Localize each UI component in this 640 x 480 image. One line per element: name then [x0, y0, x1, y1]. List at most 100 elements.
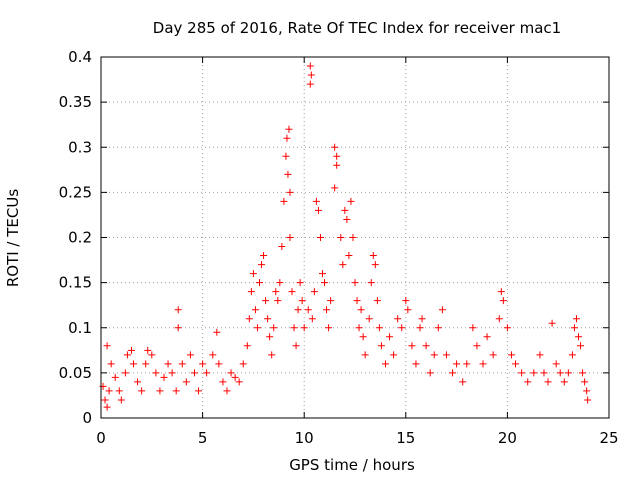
- data-point: [347, 197, 355, 205]
- grid-layer: [101, 57, 609, 418]
- data-point: [270, 324, 278, 332]
- data-point: [300, 324, 308, 332]
- data-point: [365, 315, 373, 323]
- data-point: [503, 324, 511, 332]
- chart-title: Day 285 of 2016, Rate Of TEC Index for r…: [153, 19, 561, 37]
- data-point: [283, 134, 291, 142]
- data-point: [243, 342, 251, 350]
- data-point: [284, 170, 292, 178]
- data-point: [331, 184, 339, 192]
- data-point: [321, 279, 329, 287]
- data-point: [323, 306, 331, 314]
- data-point: [107, 360, 115, 368]
- data-point: [111, 373, 119, 381]
- data-point: [286, 234, 294, 241]
- data-point: [325, 324, 333, 332]
- x-tick-label: 10: [295, 429, 314, 447]
- data-point: [333, 161, 341, 169]
- data-point: [164, 360, 172, 368]
- data-point: [258, 261, 266, 269]
- data-point: [416, 324, 424, 332]
- data-point: [331, 143, 339, 151]
- data-point: [272, 288, 280, 296]
- data-point: [312, 197, 320, 205]
- data-point: [117, 396, 125, 404]
- data-point: [394, 315, 402, 323]
- points-layer: [99, 62, 592, 411]
- data-point: [174, 324, 182, 332]
- data-point: [101, 396, 109, 404]
- data-point: [353, 297, 361, 305]
- data-point: [286, 188, 294, 196]
- data-point: [203, 369, 211, 377]
- data-point: [308, 315, 316, 323]
- data-point: [288, 288, 296, 296]
- data-point: [134, 378, 142, 386]
- data-point: [373, 297, 381, 305]
- x-tick-label: 5: [198, 429, 208, 447]
- data-point: [473, 342, 481, 350]
- data-point: [186, 351, 194, 359]
- axes-layer: 0 5 10 15 20 25 0 0.05 0.1 0.15 0.2 0.25 0.3 0.35 0.4: [59, 48, 619, 447]
- y-tick-label: 0.4: [68, 48, 92, 66]
- data-point: [408, 342, 416, 350]
- data-point: [367, 279, 375, 287]
- data-point: [572, 315, 580, 323]
- data-point: [361, 351, 369, 359]
- data-point: [282, 152, 290, 160]
- data-point: [369, 252, 377, 260]
- data-point: [552, 360, 560, 368]
- data-point: [449, 369, 457, 377]
- data-point: [377, 342, 385, 350]
- data-point: [438, 306, 446, 314]
- data-point: [294, 306, 302, 314]
- data-point: [402, 297, 410, 305]
- data-point: [251, 306, 259, 314]
- data-point: [512, 360, 520, 368]
- data-point: [262, 297, 270, 305]
- data-point: [213, 328, 221, 336]
- data-point: [123, 351, 131, 359]
- data-point: [463, 360, 471, 368]
- data-point: [160, 373, 168, 381]
- data-point: [422, 342, 430, 350]
- x-tick-label: 0: [96, 429, 106, 447]
- x-axis-label: GPS time / hours: [289, 456, 415, 474]
- data-point: [310, 288, 318, 296]
- data-point: [412, 360, 420, 368]
- data-point: [540, 369, 548, 377]
- data-point: [182, 378, 190, 386]
- data-point: [404, 306, 412, 314]
- data-point: [255, 279, 263, 287]
- data-point: [235, 378, 243, 386]
- data-point: [453, 360, 461, 368]
- data-point: [130, 360, 138, 368]
- data-point: [227, 369, 235, 377]
- data-point: [306, 80, 314, 88]
- data-point: [318, 270, 326, 278]
- data-point: [345, 252, 353, 260]
- data-point: [144, 346, 152, 354]
- data-point: [530, 369, 538, 377]
- data-point: [418, 315, 426, 323]
- data-point: [316, 234, 324, 241]
- data-point: [371, 261, 379, 269]
- data-point: [285, 125, 293, 133]
- data-point: [584, 396, 592, 404]
- data-point: [253, 324, 261, 332]
- data-point: [264, 315, 272, 323]
- data-point: [105, 387, 113, 395]
- data-point: [386, 333, 394, 341]
- data-point: [298, 297, 306, 305]
- data-point: [231, 373, 239, 381]
- x-tick-label: 20: [498, 429, 517, 447]
- data-point: [260, 252, 268, 260]
- data-point: [499, 297, 507, 305]
- data-point: [268, 351, 276, 359]
- data-point: [507, 351, 515, 359]
- data-point: [560, 378, 568, 386]
- data-point: [579, 369, 587, 377]
- data-point: [479, 360, 487, 368]
- data-point: [351, 279, 359, 287]
